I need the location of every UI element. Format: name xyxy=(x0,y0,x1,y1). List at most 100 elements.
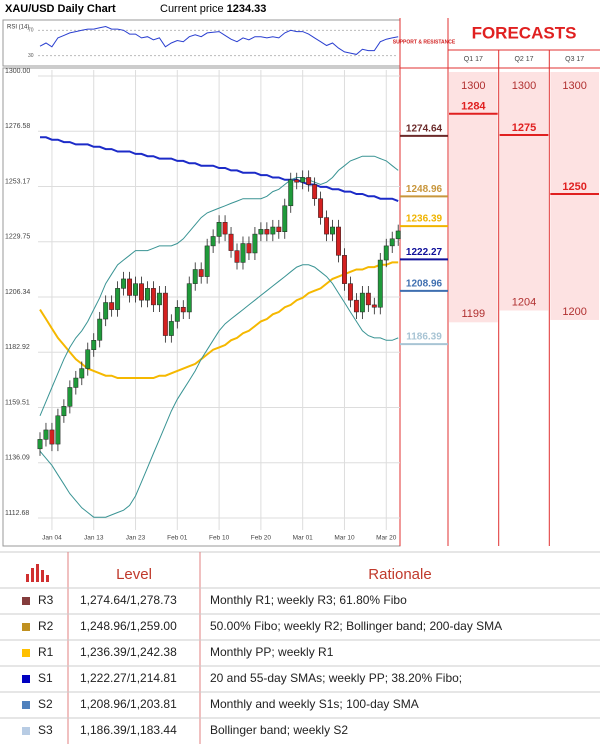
forecast-high: 1300 xyxy=(512,80,536,92)
candle-body xyxy=(294,179,300,183)
row-name: R3 xyxy=(38,593,54,607)
y-tick-label: 1159.51 xyxy=(5,399,30,406)
forecast-value: 1250 xyxy=(562,181,586,193)
line-series xyxy=(39,261,399,379)
candle-body xyxy=(282,205,288,232)
row-name: S1 xyxy=(38,671,53,685)
price-label-text: Current price xyxy=(160,3,224,15)
row-name: R2 xyxy=(38,619,54,633)
table-icon xyxy=(26,564,49,582)
level-label: 1236.39 xyxy=(406,214,443,225)
candle-body xyxy=(109,302,115,310)
candle-body xyxy=(174,306,180,322)
candle-body xyxy=(210,236,216,247)
candle-body xyxy=(312,184,318,199)
forecast-low: 1199 xyxy=(462,308,486,320)
candle-body xyxy=(156,292,162,306)
candle-body xyxy=(365,292,371,306)
row-swatch xyxy=(22,649,30,657)
candle-body xyxy=(192,269,198,284)
row-rationale: Bollinger band; weekly S2 xyxy=(210,723,348,737)
row-rationale: 50.00% Fibo; weekly R2; Bollinger band; … xyxy=(210,619,502,633)
y-tick-label: 1182.92 xyxy=(5,344,30,351)
forecast-value: 1275 xyxy=(512,122,536,134)
candle-body xyxy=(359,292,365,313)
level-label: 1222.27 xyxy=(406,247,443,258)
forecast-low: 1200 xyxy=(562,306,586,318)
candle-body xyxy=(61,406,67,417)
candle-body xyxy=(336,226,341,256)
row-name: R1 xyxy=(38,645,54,659)
line-series xyxy=(39,264,399,518)
x-tick-label: Mar 20 xyxy=(376,535,397,542)
row-name: S2 xyxy=(38,697,53,711)
candle-body xyxy=(150,288,156,306)
table-header: Level xyxy=(116,566,152,583)
candle-body xyxy=(162,292,168,336)
row-swatch xyxy=(22,701,30,709)
candle-body xyxy=(330,226,335,235)
candle-body xyxy=(127,278,132,296)
rsi-tick-label: 70 xyxy=(28,28,34,34)
x-tick-label: Jan 13 xyxy=(84,535,104,542)
candle-body xyxy=(395,230,401,240)
candle-body xyxy=(288,179,294,207)
candle-body xyxy=(145,288,150,301)
line-series xyxy=(40,136,399,203)
forecasts-title: FORECASTS xyxy=(472,23,577,42)
candle-body xyxy=(216,222,222,237)
candle-body xyxy=(228,233,234,251)
candle-body xyxy=(389,238,395,247)
y-tick-label: 1276.58 xyxy=(5,123,30,130)
y-tick-label: 1300.00 xyxy=(5,68,30,75)
candle-body xyxy=(347,283,353,301)
level-label: 1248.96 xyxy=(406,184,443,195)
candle-body xyxy=(318,198,324,218)
row-swatch xyxy=(22,597,30,605)
line-series xyxy=(39,155,399,416)
candle-body xyxy=(180,306,186,313)
level-label: 1208.96 xyxy=(406,278,443,289)
row-swatch xyxy=(22,675,30,683)
candle-body xyxy=(115,288,121,310)
candle-body xyxy=(264,229,270,235)
forecast-high: 1300 xyxy=(562,80,586,92)
candle-body xyxy=(276,226,282,232)
candle-body xyxy=(121,278,127,289)
candle-body xyxy=(198,269,204,277)
candle-body xyxy=(383,245,389,261)
rsi-title: RSI (14) xyxy=(7,25,29,31)
candle-body xyxy=(300,177,306,183)
candle-body xyxy=(67,387,73,407)
row-level: 1,222.27/1,214.81 xyxy=(80,671,177,685)
forecast-high: 1300 xyxy=(461,80,485,92)
row-level: 1,236.39/1,242.38 xyxy=(80,645,177,659)
y-tick-label: 1229.75 xyxy=(5,234,30,241)
row-level: 1,186.39/1,183.44 xyxy=(80,723,177,737)
quarter-label: Q3 17 xyxy=(565,56,584,63)
price-frame xyxy=(2,67,401,547)
row-swatch xyxy=(22,623,30,631)
candle-body xyxy=(258,229,264,235)
candle-body xyxy=(306,177,312,185)
y-tick-label: 1112.68 xyxy=(5,510,29,517)
candle-body xyxy=(342,255,347,284)
candle-body xyxy=(186,283,192,313)
candle-body xyxy=(73,377,79,388)
price-label: Current price 1234.33 xyxy=(160,3,266,15)
table-header: Rationale xyxy=(368,566,431,583)
chart-title: XAU/USD Daily Chart xyxy=(5,3,116,15)
candle-body xyxy=(168,321,174,336)
candle-body xyxy=(85,349,91,369)
candle-body xyxy=(139,283,144,301)
row-rationale: Monthly R1; weekly R3; 61.80% Fibo xyxy=(210,593,407,607)
candle-body xyxy=(79,368,85,379)
forecast-range xyxy=(550,72,599,320)
levels-title: SUPPORT & RESISTANCE xyxy=(393,39,456,45)
x-tick-label: Feb 20 xyxy=(251,535,272,542)
y-tick-label: 1206.34 xyxy=(5,289,30,296)
quarter-label: Q2 17 xyxy=(514,56,533,63)
current-price: 1234.33 xyxy=(227,3,267,15)
